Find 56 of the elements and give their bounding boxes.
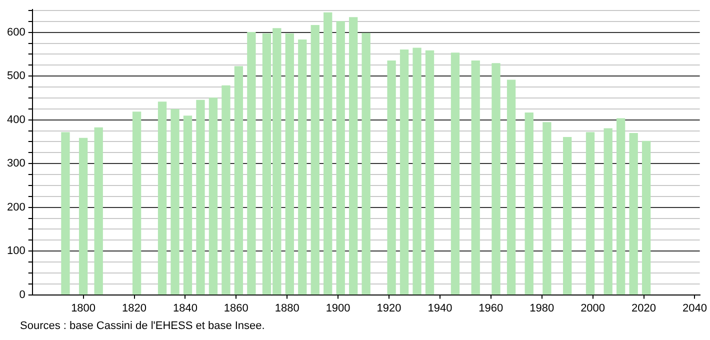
bar: [324, 12, 332, 295]
bar: [412, 48, 422, 295]
bar: [642, 140, 651, 295]
bar: [94, 127, 103, 295]
bar: [78, 138, 88, 295]
bar: [506, 80, 516, 295]
bar: [170, 109, 180, 295]
bar: [586, 132, 595, 295]
x-tick-label: 1860: [224, 302, 248, 314]
x-tick-label: 1880: [274, 302, 300, 314]
y-tick-label: 0: [19, 288, 26, 301]
bar: [629, 133, 638, 295]
bar: [310, 25, 320, 295]
x-tick-label: 1820: [122, 302, 146, 314]
bar: [132, 112, 142, 295]
x-tick-label: 1840: [172, 302, 198, 314]
bar: [563, 137, 572, 295]
bar: [349, 17, 358, 295]
x-tick-label: 1960: [478, 302, 504, 314]
x-tick-label: 2000: [580, 302, 606, 314]
bar: [196, 100, 205, 295]
bar: [450, 52, 460, 295]
bar: [362, 32, 370, 295]
bar: [158, 102, 167, 295]
bar: [400, 50, 409, 295]
source-note: Sources : base Cassini de l'EHESS et base Insee.: [20, 320, 265, 332]
y-tick-label: 600: [6, 26, 26, 38]
bar: [425, 50, 434, 295]
bar: [247, 32, 256, 295]
bar: [61, 132, 70, 295]
bar: [285, 33, 294, 295]
x-tick-label: 1800: [71, 302, 96, 314]
bar: [471, 60, 480, 295]
bar: [542, 122, 552, 295]
y-tick-label: 400: [6, 114, 26, 126]
bar: [604, 128, 612, 295]
y-tick-label: 300: [6, 158, 26, 170]
bar: [234, 66, 244, 295]
x-tick-label: 1940: [428, 302, 452, 314]
bar: [616, 118, 626, 295]
bar: [336, 21, 345, 295]
bar: [183, 116, 192, 295]
bar: [387, 60, 396, 295]
bar: [492, 63, 500, 295]
bar: [208, 98, 218, 295]
x-tick-label: 2040: [682, 302, 707, 314]
y-tick-label: 100: [6, 245, 26, 258]
bar: [298, 39, 307, 295]
bar: [222, 85, 230, 295]
x-tick-label: 1920: [376, 302, 402, 314]
bar: [524, 112, 534, 295]
y-tick-label: 200: [6, 201, 26, 214]
x-tick-label: 2020: [632, 302, 656, 314]
x-tick-label: 1900: [326, 302, 350, 314]
x-tick-label: 1980: [530, 302, 554, 314]
y-tick-label: 500: [6, 70, 26, 82]
